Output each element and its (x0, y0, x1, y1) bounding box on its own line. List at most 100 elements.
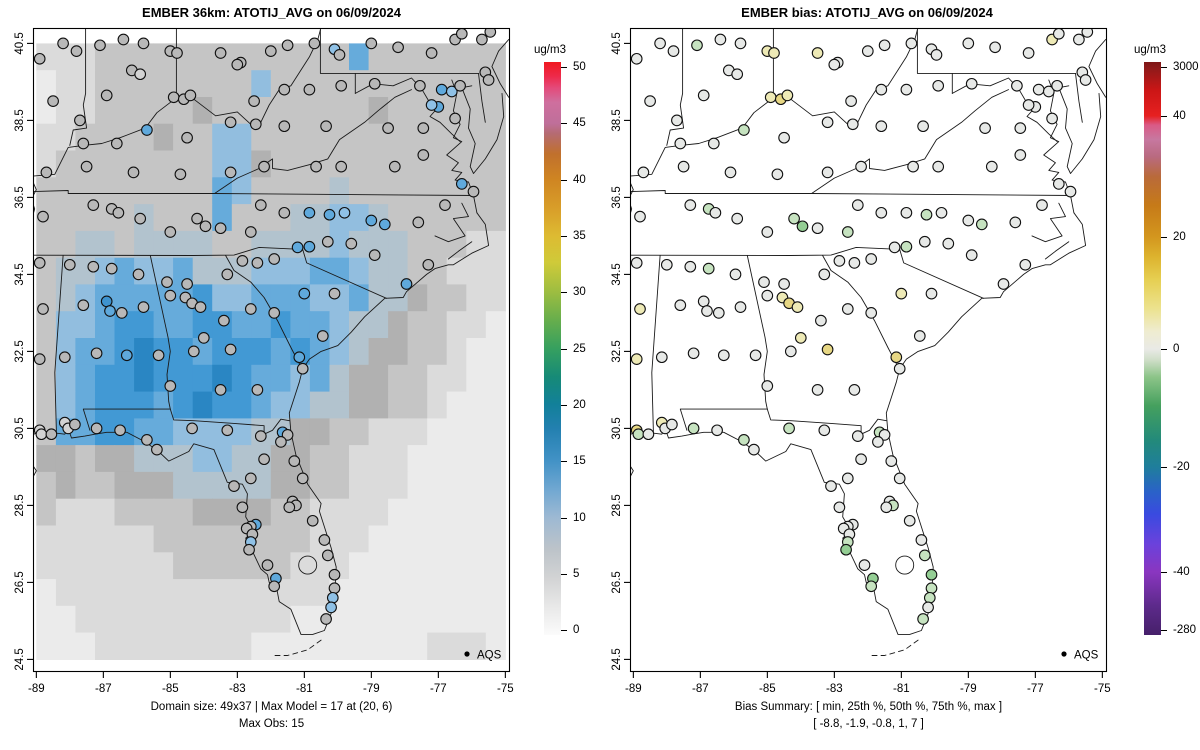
station-point (825, 480, 837, 492)
station-point (335, 160, 348, 173)
station-point (841, 303, 854, 315)
station-point (861, 45, 874, 57)
station-point (923, 591, 936, 604)
aqs-legend-dot (464, 651, 470, 657)
station-point (244, 303, 257, 315)
colorbar-tick (561, 460, 567, 462)
station-point (731, 212, 744, 225)
station-point (400, 278, 413, 290)
left-colorbar-units-label: ug/m3 (534, 44, 566, 56)
colorbar-tick (561, 292, 567, 294)
station-points-layer (33, 28, 497, 625)
y-tick-label: 32.5 (611, 340, 623, 362)
station-point (194, 301, 207, 313)
station-point (37, 303, 49, 315)
station-point (634, 303, 646, 315)
colorbar-tick-label: 0 (573, 623, 580, 636)
station-point (392, 41, 404, 54)
bias-summary-caption: Bias Summary: [ min, 25th %, 50th %, 75t… (734, 701, 1003, 713)
station-point (731, 68, 744, 81)
station-point (855, 453, 867, 466)
station-point (846, 118, 859, 131)
station-point (318, 534, 331, 546)
x-tick-label: -83 (826, 683, 843, 695)
station-point (467, 185, 480, 198)
left-colorbar (544, 62, 561, 635)
x-tick-label: -89 (28, 683, 45, 695)
x-tick-label: -77 (430, 683, 447, 695)
station-point (310, 160, 322, 173)
station-point (818, 268, 831, 281)
station-point (298, 287, 311, 300)
station-point (917, 120, 929, 133)
colorbar-tick-label: 20 (573, 398, 586, 411)
station-point (100, 89, 113, 102)
station-point (674, 137, 687, 150)
station-point (70, 45, 83, 57)
station-point (788, 212, 800, 225)
station-point (104, 305, 116, 317)
station-point (702, 262, 715, 275)
station-point (880, 501, 893, 514)
x-tick-label: -79 (363, 683, 380, 695)
y-tick-label: 38.5 (611, 109, 623, 131)
y-tick-label: 26.5 (611, 571, 623, 593)
station-point (903, 514, 916, 527)
station-point (37, 210, 49, 223)
station-point (917, 613, 929, 625)
x-tick-label: -85 (162, 683, 179, 695)
colorbar-tick-label: 5 (573, 567, 580, 580)
station-point (320, 613, 332, 625)
station-point (224, 343, 237, 356)
station-point (174, 168, 187, 181)
station-point (184, 89, 197, 102)
station-point (851, 199, 864, 211)
station-point (264, 45, 277, 57)
station-point (975, 218, 988, 231)
station-point (885, 455, 898, 467)
station-point (875, 83, 888, 96)
station-point (738, 434, 750, 446)
station-point (278, 83, 291, 96)
station-point (930, 49, 943, 61)
station-point (251, 384, 264, 396)
station-point (388, 160, 401, 173)
colorbar-tick-label: -40 (1173, 566, 1190, 578)
station-point (841, 226, 854, 238)
aqs-legend: AQS (464, 650, 502, 662)
station-point (1079, 74, 1092, 86)
station-point (913, 330, 926, 342)
station-point (141, 434, 153, 446)
station-point (778, 131, 790, 144)
station-point (303, 83, 316, 96)
station-point (1022, 99, 1035, 111)
station-point (455, 178, 468, 190)
station-point (278, 120, 291, 133)
station-point (637, 166, 650, 179)
station-point (320, 120, 332, 133)
station-point (482, 74, 495, 86)
station-point (268, 580, 281, 593)
aqs-legend-dot (1061, 651, 1067, 657)
station-point (761, 289, 774, 302)
station-point (642, 428, 655, 441)
station-point (709, 206, 722, 219)
colorbar-tick (561, 629, 567, 631)
station-point (57, 37, 69, 50)
x-tick-label: -83 (229, 683, 246, 695)
station-point (231, 58, 244, 71)
station-point (105, 262, 118, 275)
station-point (110, 137, 123, 150)
station-point (684, 199, 697, 211)
station-point (905, 37, 918, 50)
station-point (268, 307, 281, 319)
station-point (378, 218, 391, 231)
station-point (893, 362, 906, 375)
station-point (712, 307, 725, 319)
colorbar-tick-label: 40 (1173, 109, 1186, 122)
station-point (249, 118, 262, 131)
station-point (382, 122, 394, 134)
station-point (414, 79, 426, 92)
colorbar-tick-label: 3000 (1173, 61, 1199, 74)
station-point (181, 278, 193, 290)
